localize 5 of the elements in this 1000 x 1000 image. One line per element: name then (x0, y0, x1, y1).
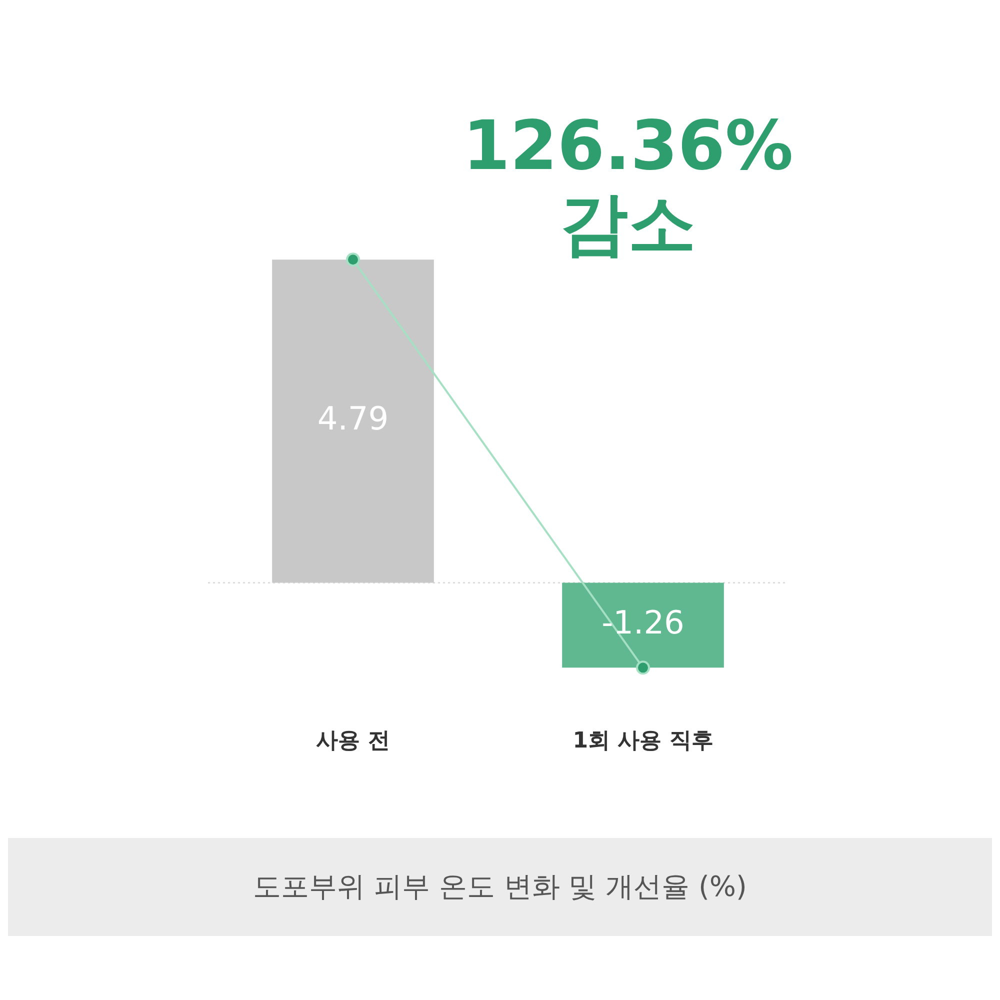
x-tick-label: 1회 사용 직후 (572, 728, 714, 754)
annotation: 126.36% 감소 (462, 107, 794, 264)
text: 도포부위 피부 온도 변화 및 개선율 (%) (8, 838, 992, 936)
data-label: -1.26 (602, 604, 684, 642)
x-tick-label: 사용 전 (316, 728, 390, 754)
